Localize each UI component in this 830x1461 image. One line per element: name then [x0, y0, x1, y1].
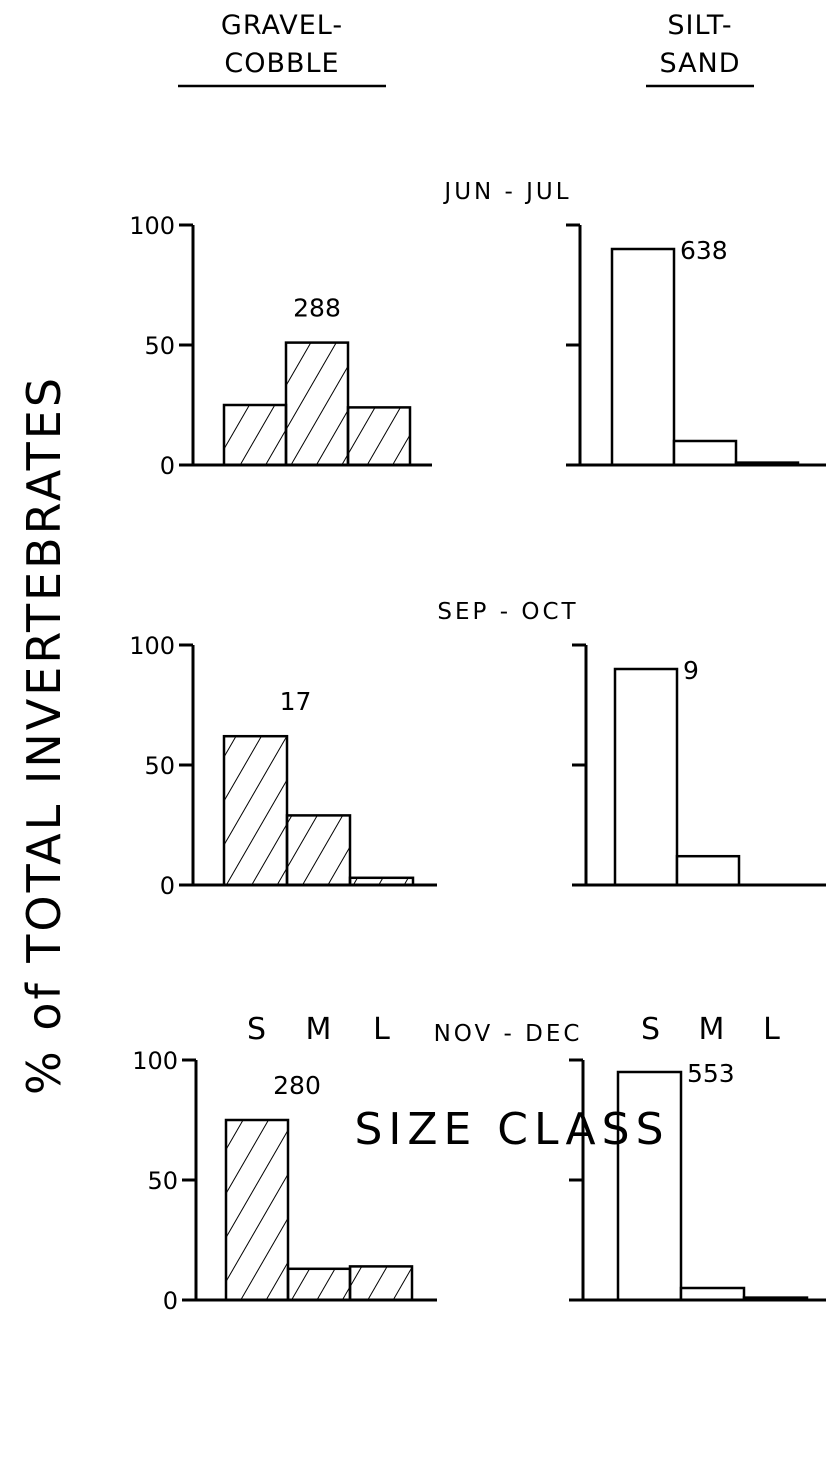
- period-label: NOV - DEC: [434, 1021, 583, 1047]
- bar-m: [286, 1267, 352, 1302]
- bar-s: [224, 1118, 290, 1302]
- size-class-labels-gravel: S M L: [247, 1012, 391, 1047]
- bar-m: [679, 1286, 746, 1302]
- sample-size-label: 17: [280, 687, 312, 716]
- size-label-m: M: [306, 1012, 333, 1047]
- bar-s: [222, 734, 289, 887]
- sample-size-label: 288: [293, 294, 341, 323]
- bar-l: [346, 406, 412, 467]
- sample-size-label: 638: [680, 236, 728, 265]
- panel-silt-sand-jun-jul: 638: [566, 223, 826, 467]
- sample-size-label: 553: [687, 1059, 735, 1088]
- bar-s: [613, 667, 679, 887]
- panel-gravel-cobble-jun-jul: 0 50 100 288: [129, 212, 432, 480]
- x-axis-label: SIZE CLASS: [354, 1104, 669, 1155]
- size-class-labels-silt: S M L: [641, 1012, 781, 1047]
- bar-m: [285, 814, 352, 887]
- sample-size-label: 280: [273, 1071, 321, 1100]
- gravel-cobble-title-line2: COBBLE: [224, 48, 339, 79]
- panel-gravel-cobble-sep-oct: 0 50 100 17: [129, 632, 437, 900]
- sample-size-label: 9: [683, 656, 699, 685]
- y-axis-label: % of TOTAL INVERTEBRATES: [17, 375, 71, 1095]
- period-label: JUN - JUL: [442, 179, 571, 205]
- panel-silt-sand-sep-oct: 9: [572, 643, 826, 887]
- bar-s: [222, 403, 288, 467]
- y-tick-label: 100: [132, 1047, 178, 1075]
- panels: 0 50 100 288 JUN - JUL 638 0 50 100 17 SEP - OCT 9 0…: [129, 179, 826, 1315]
- y-tick-label: 0: [160, 452, 175, 480]
- bar-s: [610, 247, 676, 467]
- panel-silt-sand-nov-dec: 553: [569, 1058, 826, 1302]
- y-tick-label: 100: [129, 632, 175, 660]
- y-tick-label: 100: [129, 212, 175, 240]
- bar-s: [616, 1070, 683, 1302]
- bar-m: [675, 854, 741, 887]
- bar-m: [672, 439, 738, 467]
- size-label-l: L: [373, 1012, 391, 1047]
- size-label-s: S: [247, 1012, 267, 1047]
- size-label-s: S: [641, 1012, 661, 1047]
- bar-m: [284, 341, 350, 467]
- bar-l: [348, 1265, 414, 1302]
- y-tick-label: 0: [163, 1287, 178, 1315]
- size-label-m: M: [699, 1012, 726, 1047]
- panel-gravel-cobble-nov-dec: 0 50 100 280: [132, 1047, 437, 1315]
- y-tick-label: 0: [160, 872, 175, 900]
- size-label-l: L: [763, 1012, 781, 1047]
- silt-sand-title-line1: SILT-: [667, 10, 732, 41]
- period-label: SEP - OCT: [437, 599, 578, 625]
- y-tick-label: 50: [144, 332, 175, 360]
- y-tick-label: 50: [147, 1167, 178, 1195]
- y-tick-label: 50: [144, 752, 175, 780]
- gravel-cobble-title-line1: GRAVEL-: [221, 10, 343, 41]
- silt-sand-title-line2: SAND: [659, 48, 740, 79]
